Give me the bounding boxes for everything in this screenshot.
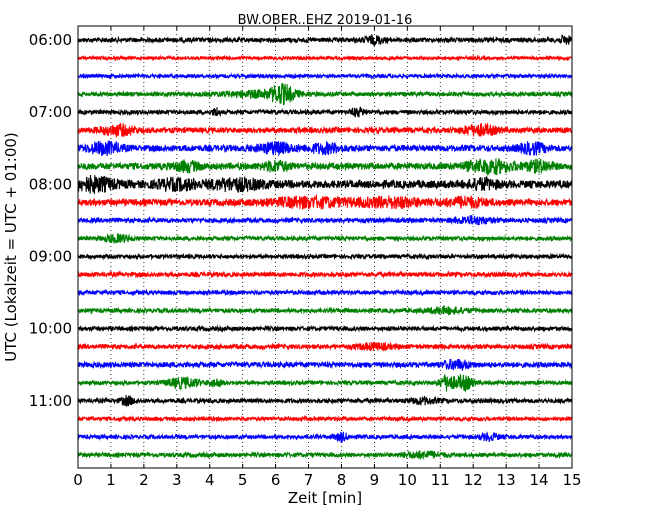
x-axis-label: Zeit [min] (288, 489, 362, 507)
trace-0630 (77, 72, 573, 80)
trace-0700 (77, 106, 573, 118)
trace-0600 (77, 33, 573, 46)
trace-0945 (77, 305, 573, 316)
y-tick-label: 08:00 (29, 175, 72, 193)
y-axis-ticks: 06:00 07:00 08:00 09:00 10:00 11:00 (29, 31, 572, 410)
trace-0845 (77, 233, 573, 244)
y-tick-label: 10:00 (29, 320, 72, 338)
x-tick-label: 5 (238, 471, 248, 489)
x-tick-label: 0 (73, 471, 83, 489)
trace-1000 (77, 324, 573, 333)
x-tick-label: 12 (464, 471, 483, 489)
trace-1015 (77, 341, 573, 352)
trace-0900 (77, 252, 573, 261)
trace-0930 (77, 288, 573, 297)
x-tick-label: 9 (370, 471, 380, 489)
y-tick-label: 09:00 (29, 247, 72, 265)
x-tick-label: 10 (398, 471, 417, 489)
trace-0815 (77, 193, 573, 210)
x-tick-label: 6 (271, 471, 281, 489)
y-tick-label: 06:00 (29, 31, 72, 49)
trace-1100 (77, 395, 573, 407)
y-axis-label: UTC (Lokalzeit = UTC + 01:00) (2, 132, 20, 362)
x-tick-label: 15 (562, 471, 581, 489)
trace-1130 (77, 431, 573, 443)
trace-1030 (77, 358, 573, 371)
x-tick-label: 2 (139, 471, 149, 489)
x-axis-ticks: 0 1 2 3 4 5 6 7 8 9 10 11 12 13 14 15 (73, 26, 582, 489)
y-tick-label: 11:00 (29, 392, 72, 410)
traces (77, 33, 573, 460)
trace-1045 (77, 373, 573, 393)
x-tick-label: 3 (172, 471, 182, 489)
trace-1115 (77, 414, 573, 423)
trace-0615 (77, 54, 573, 62)
y-tick-label: 07:00 (29, 103, 72, 121)
trace-0830 (77, 215, 573, 226)
trace-0715 (77, 122, 573, 138)
trace-0800 (77, 174, 573, 194)
plot-frame (77, 25, 573, 469)
grid-lines (110, 26, 540, 468)
x-tick-label: 13 (497, 471, 516, 489)
trace-0745 (77, 158, 573, 176)
x-tick-label: 11 (431, 471, 450, 489)
trace-1145 (77, 449, 573, 460)
x-tick-label: 1 (106, 471, 116, 489)
trace-0730 (77, 140, 573, 157)
trace-0645 (77, 83, 573, 106)
chart-title: BW.OBER..EHZ 2019-01-16 (238, 13, 413, 28)
x-tick-label: 14 (530, 471, 549, 489)
x-tick-label: 4 (205, 471, 215, 489)
trace-0915 (77, 270, 573, 279)
x-tick-label: 7 (304, 471, 314, 489)
x-tick-label: 8 (337, 471, 347, 489)
